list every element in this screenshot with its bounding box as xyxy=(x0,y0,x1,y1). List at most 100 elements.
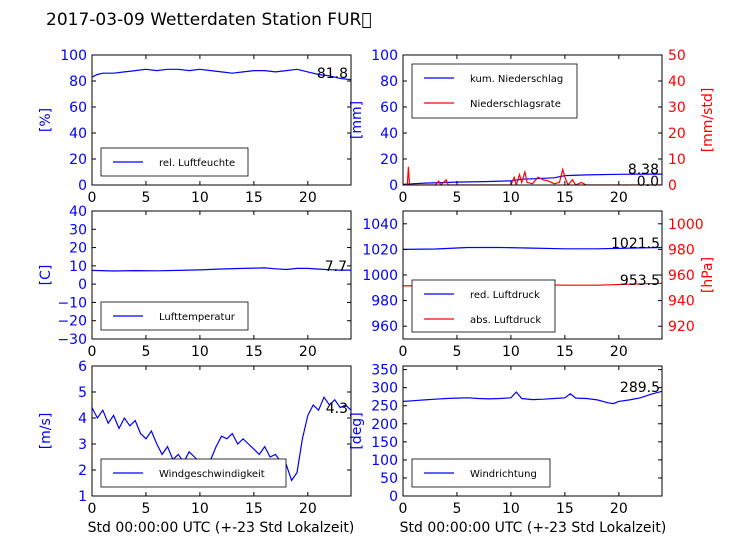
legend-label: Windgeschwindigkeit xyxy=(159,469,265,480)
y2-tick-label: 30 xyxy=(668,100,686,116)
y-tick-label: 20 xyxy=(69,152,87,168)
y-tick-label: 0 xyxy=(78,277,87,293)
x-tick-label: 0 xyxy=(88,190,97,206)
series-line-winddir-0 xyxy=(403,390,662,405)
x-tick-label: 5 xyxy=(141,344,150,360)
x-tick-label: 10 xyxy=(191,344,209,360)
y2-tick-label: 1000 xyxy=(668,217,704,233)
x-tick-label: 20 xyxy=(610,190,628,206)
x-tick-label: 10 xyxy=(502,190,520,206)
series-line-windspeed-0 xyxy=(92,395,351,482)
y-tick-label: 20 xyxy=(69,241,87,257)
series-line-pressure-0 xyxy=(403,246,662,250)
x-tick-label: 5 xyxy=(452,190,461,206)
y-tick-label: 150 xyxy=(371,435,398,451)
x-axis-label: Std 00:00:00 UTC (+-23 Std Lokalzeit) xyxy=(88,520,355,536)
y-tick-label: 960 xyxy=(371,319,398,335)
panel-windspeed xyxy=(91,365,352,497)
x-tick-label: 15 xyxy=(245,501,263,517)
x-tick-label: 20 xyxy=(299,190,317,206)
y-tick-label: 250 xyxy=(371,399,398,415)
axes-frame-precip xyxy=(402,54,663,186)
y-tick-label: 200 xyxy=(371,417,398,433)
y-tick-label: 4 xyxy=(78,411,87,427)
y-tick-label: −10 xyxy=(57,295,87,311)
legend-box-pressure xyxy=(411,279,556,333)
axes-frame-temperature xyxy=(91,210,352,340)
panel-pressure xyxy=(402,210,663,340)
y-tick-label: 0 xyxy=(78,178,87,194)
legend-label: abs. Luftdruck xyxy=(470,315,541,326)
y2-tick-label: 980 xyxy=(668,242,695,258)
legend-box-precip xyxy=(411,63,578,119)
legend-label: rel. Luftfeuchte xyxy=(159,158,235,169)
y-tick-label: 1020 xyxy=(362,242,398,258)
axes-frame-winddir xyxy=(402,365,663,497)
y-tick-label: 40 xyxy=(380,126,398,142)
x-tick-label: 5 xyxy=(141,190,150,206)
y-tick-label: 300 xyxy=(371,381,398,397)
x-tick-label: 0 xyxy=(399,190,408,206)
legend-label: Windrichtung xyxy=(470,469,537,480)
y-tick-label: 80 xyxy=(69,74,87,90)
axes-frame-windspeed xyxy=(91,365,352,497)
panel-temperature xyxy=(91,210,352,340)
y-tick-label: 40 xyxy=(69,204,87,220)
value-annotation: 953.5 xyxy=(620,273,660,289)
value-annotation: 7.7 xyxy=(325,259,347,275)
panel-humidity xyxy=(91,54,352,186)
y-tick-label: 1040 xyxy=(362,217,398,233)
y-tick-label: −20 xyxy=(57,314,87,330)
y-tick-label: 20 xyxy=(380,152,398,168)
x-tick-label: 15 xyxy=(556,501,574,517)
y-tick-label: 5 xyxy=(78,385,87,401)
y-axis-label: [C] xyxy=(38,265,54,286)
x-tick-label: 5 xyxy=(452,501,461,517)
x-tick-label: 20 xyxy=(610,501,628,517)
y-tick-label: 100 xyxy=(60,48,87,64)
y-tick-label: 30 xyxy=(69,222,87,238)
y-tick-label: 350 xyxy=(371,363,398,379)
x-tick-label: 15 xyxy=(556,344,574,360)
x-tick-label: 0 xyxy=(399,344,408,360)
y-tick-label: 980 xyxy=(371,294,398,310)
x-tick-label: 10 xyxy=(191,190,209,206)
x-tick-label: 15 xyxy=(556,190,574,206)
x-tick-label: 15 xyxy=(245,190,263,206)
y-tick-label: 0 xyxy=(389,489,398,505)
y-tick-label: 3 xyxy=(78,437,87,453)
y2-tick-label: 960 xyxy=(668,268,695,284)
y2-tick-label: 0 xyxy=(668,178,677,194)
y2-tick-label: 20 xyxy=(668,126,686,142)
axes-frame-humidity xyxy=(91,54,352,186)
y2-tick-label: 40 xyxy=(668,74,686,90)
y-tick-label: 10 xyxy=(69,259,87,275)
x-tick-label: 0 xyxy=(88,501,97,517)
value-annotation: 1021.5 xyxy=(611,236,660,252)
y-tick-label: 60 xyxy=(380,100,398,116)
y-axis-label: [deg] xyxy=(349,412,365,449)
x-tick-label: 20 xyxy=(299,344,317,360)
x-tick-label: 0 xyxy=(88,344,97,360)
y-axis-label: [mm] xyxy=(349,101,365,139)
x-tick-label: 20 xyxy=(299,501,317,517)
y2-axis-label: [hPa] xyxy=(700,257,716,293)
figure-title: 2017-03-09 Wetterdaten Station FUR  xyxy=(46,10,372,30)
x-tick-label: 0 xyxy=(399,501,408,517)
x-tick-label: 20 xyxy=(610,344,628,360)
y-tick-label: 100 xyxy=(371,48,398,64)
y-tick-label: 0 xyxy=(389,178,398,194)
y-tick-label: 6 xyxy=(78,359,87,375)
y2-tick-label: 940 xyxy=(668,294,695,310)
y-tick-label: 100 xyxy=(371,453,398,469)
value-annotation: 0.0 xyxy=(637,174,659,190)
y-tick-label: 2 xyxy=(78,463,87,479)
y2-tick-label: 50 xyxy=(668,48,686,64)
x-tick-label: 10 xyxy=(191,501,209,517)
legend-label: Lufttemperatur xyxy=(159,312,236,323)
panel-winddir xyxy=(402,365,663,497)
y-tick-label: 40 xyxy=(69,126,87,142)
y-tick-label: 50 xyxy=(380,471,398,487)
x-axis-label: Std 00:00:00 UTC (+-23 Std Lokalzeit) xyxy=(400,520,667,536)
